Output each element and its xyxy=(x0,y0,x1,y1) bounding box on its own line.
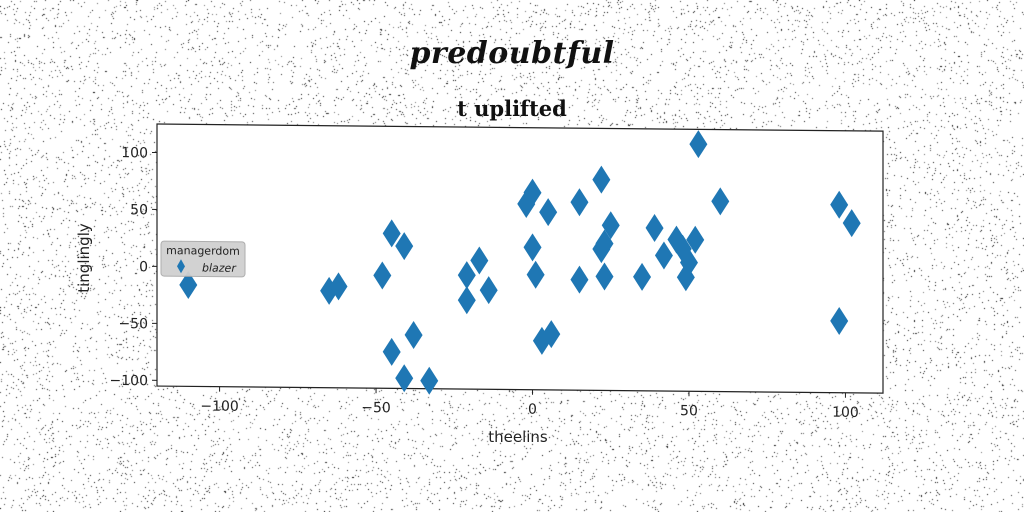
axes-frame xyxy=(156,123,884,394)
data-point xyxy=(373,261,392,290)
data-point xyxy=(532,326,551,355)
data-point xyxy=(382,337,401,366)
data-point xyxy=(830,306,849,335)
data-point xyxy=(679,248,698,277)
legend-marker xyxy=(177,259,185,274)
x-tick-label: 100 xyxy=(832,405,859,421)
data-point xyxy=(689,130,708,159)
data-point xyxy=(395,364,414,393)
data-point xyxy=(686,225,705,254)
data-point xyxy=(592,235,611,264)
data-point xyxy=(654,241,673,270)
data-point xyxy=(830,190,849,219)
chart-markers xyxy=(179,130,861,395)
y-tick-label: 0 xyxy=(139,259,148,275)
data-point xyxy=(633,262,652,291)
chart-legend: managerdom blazer xyxy=(160,240,246,278)
data-point xyxy=(404,321,423,350)
data-point xyxy=(479,276,498,305)
data-point xyxy=(382,219,401,248)
data-point xyxy=(179,270,198,299)
data-point xyxy=(523,178,542,207)
legend-title: managerdom xyxy=(166,244,240,258)
data-point xyxy=(645,214,664,243)
data-point xyxy=(395,232,414,261)
y-axis-ticks: −100 −50 0 50 100 xyxy=(110,145,157,389)
data-point xyxy=(320,276,339,305)
x-axis-ticks: −100 −50 0 50 100 xyxy=(200,386,859,421)
x-tick-label: −50 xyxy=(361,400,391,416)
data-point xyxy=(595,262,614,291)
y-tick-label: 100 xyxy=(121,145,148,161)
data-point xyxy=(570,265,589,294)
data-point xyxy=(842,209,861,238)
data-point xyxy=(523,233,542,262)
data-point xyxy=(542,320,561,349)
data-point xyxy=(457,261,476,290)
legend-entry-label: blazer xyxy=(202,261,237,274)
data-point xyxy=(676,263,695,292)
x-tick-label: 0 xyxy=(528,402,537,418)
data-point xyxy=(601,211,620,240)
y-axis-label: tinglingly xyxy=(75,223,93,293)
data-point xyxy=(329,272,348,301)
chart-title: t uplifted xyxy=(457,96,567,121)
x-tick-label: −100 xyxy=(200,398,238,414)
data-point xyxy=(470,246,489,275)
data-point xyxy=(517,189,536,218)
plot-area-group: −100 −50 0 50 100 −100 −50 0 50 100 managerdom b… xyxy=(110,123,884,421)
data-point xyxy=(539,198,558,227)
data-point xyxy=(457,286,476,315)
y-tick-label: 50 xyxy=(130,202,148,218)
data-point xyxy=(526,260,545,289)
data-point xyxy=(420,366,439,395)
x-axis-label: theelins xyxy=(488,428,548,446)
y-tick-label: −100 xyxy=(110,373,148,389)
x-tick-label: 50 xyxy=(680,403,698,419)
y-tick-label: −50 xyxy=(118,316,148,332)
figure-suptitle: predoubtful xyxy=(409,36,615,71)
data-point xyxy=(711,187,730,216)
data-point xyxy=(592,165,611,194)
data-point xyxy=(570,188,589,217)
